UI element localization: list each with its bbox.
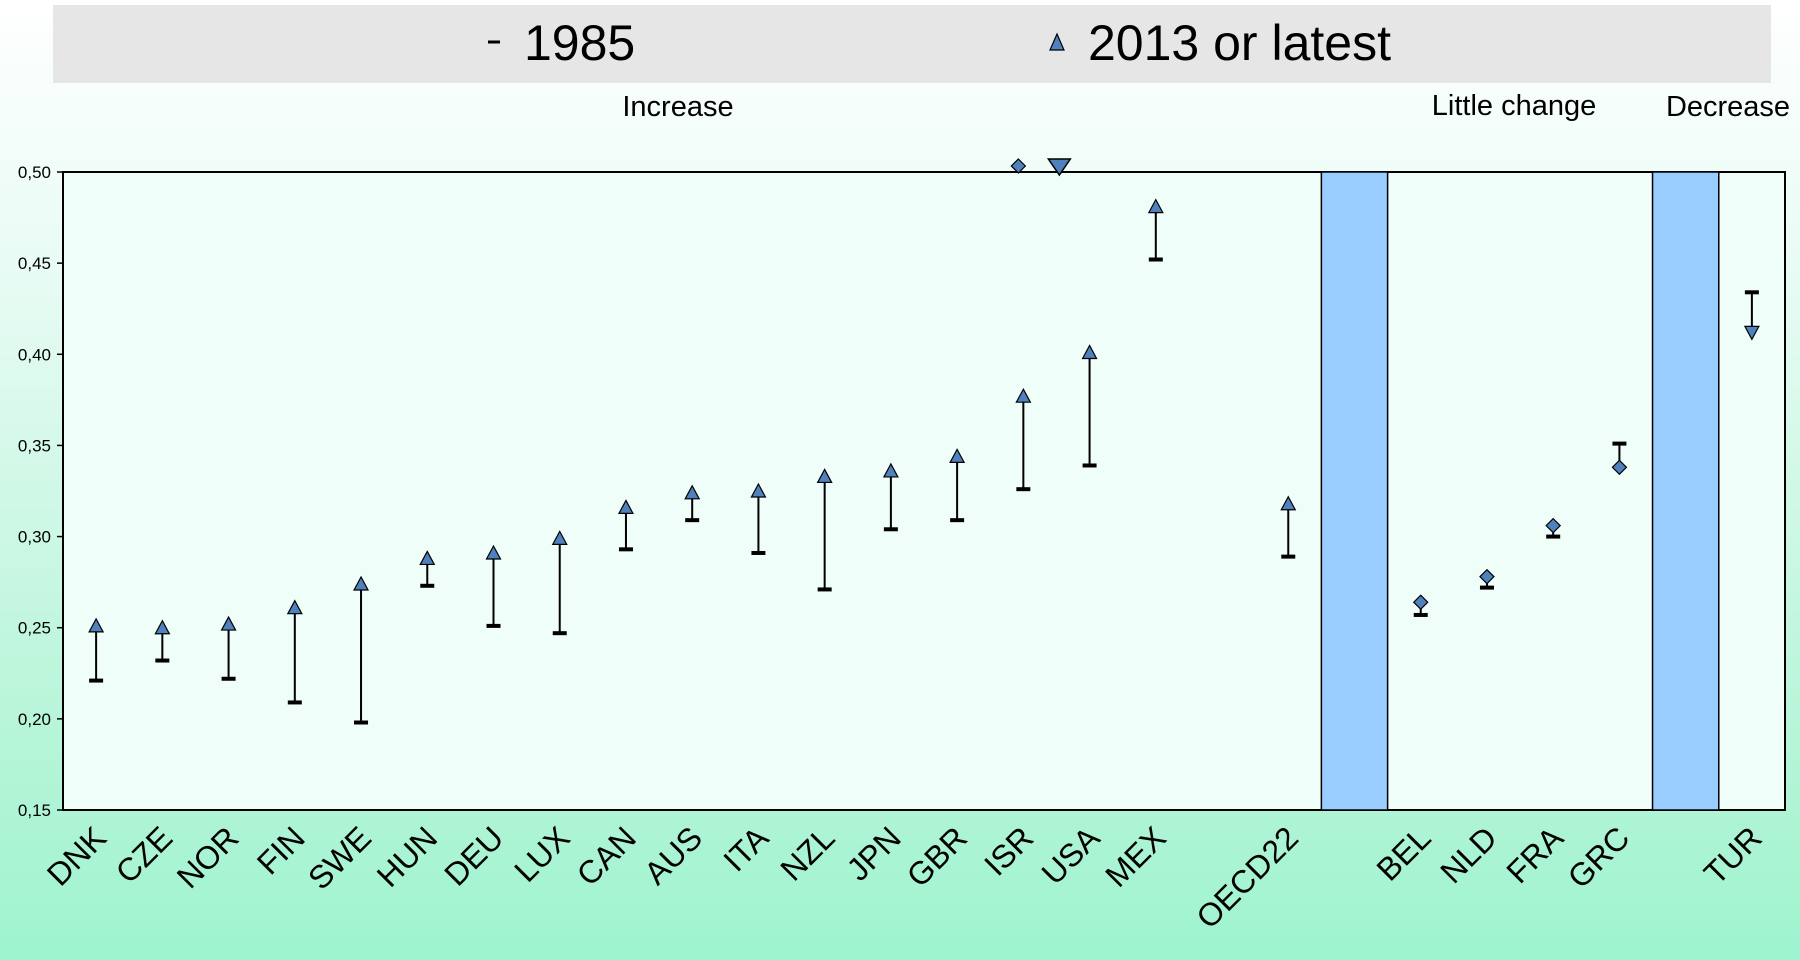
marker-2013 [617, 499, 634, 515]
x-tick-label: DNK [40, 819, 113, 892]
x-tick-label: HUN [370, 819, 444, 893]
marker-2013 [1545, 517, 1562, 534]
plot-area [62, 171, 1786, 811]
marker-2013 [551, 530, 568, 545]
marker-2013 [419, 550, 436, 566]
legend-label-2013: 2013 or latest [1088, 15, 1391, 71]
group-separator-bar [1651, 171, 1720, 811]
marker-2013 [485, 544, 502, 560]
x-tick-label: GRC [1561, 819, 1637, 895]
y-tick-label: 0,35 [18, 436, 51, 455]
x-tick-label: JPN [840, 819, 908, 887]
x-tick-label: GBR [900, 819, 974, 893]
x-tick-label: TUR [1697, 819, 1769, 891]
marker-2013 [1611, 459, 1628, 476]
marker-2013 [1147, 198, 1164, 214]
marker-2013 [88, 617, 105, 633]
x-tick-label: LUX [507, 819, 576, 888]
y-tick-label: 0,50 [18, 163, 51, 182]
offscale-triangle-down-marker [1046, 158, 1072, 177]
group-label-little-change: Little change [1432, 90, 1596, 122]
marker-2013 [816, 468, 833, 484]
x-tick-label: BEL [1369, 819, 1437, 887]
y-tick-label: 0,40 [18, 345, 51, 364]
marker-2013 [949, 448, 966, 463]
x-tick-label: ISR [977, 819, 1040, 882]
x-tick-label: AUS [637, 819, 709, 891]
y-tick-label: 0,20 [18, 710, 51, 729]
group-separator-bar [1320, 171, 1389, 811]
legend-triangle-marker [1049, 32, 1065, 51]
x-tick-label: NOR [170, 819, 246, 895]
marker-2013 [1081, 344, 1098, 360]
marker-2013 [1015, 387, 1032, 403]
legend-label-1985: 1985 [524, 15, 635, 71]
x-tick-label: OECD22 [1189, 819, 1305, 935]
offscale-diamond-marker [1010, 158, 1027, 174]
marker-2013 [353, 575, 370, 591]
marker-2013 [1743, 325, 1760, 341]
marker-2013 [684, 484, 701, 500]
x-tick-label: ITA [716, 819, 775, 878]
y-tick-label: 0,45 [18, 254, 51, 273]
y-tick-label: 0,25 [18, 619, 51, 638]
chart-marks [88, 171, 1760, 811]
x-tick-label: USA [1035, 819, 1107, 891]
marker-2013 [1479, 568, 1495, 585]
marker-2013 [750, 482, 767, 498]
group-label-decrease: Decrease [1666, 91, 1790, 123]
y-tick-label: 0,15 [18, 801, 51, 820]
offscale-markers [1010, 158, 1072, 177]
group-label-increase: Increase [622, 91, 733, 123]
y-tick-label: 0,30 [18, 528, 51, 547]
legend-box [53, 5, 1771, 83]
x-tick-label: MEX [1098, 819, 1172, 893]
x-tick-label: CAN [570, 819, 643, 892]
y-axis: 0,50 0,45 0,40 0,35 0,30 0,25 0,20 0,15 [18, 163, 63, 820]
x-tick-label: CZE [109, 819, 180, 890]
x-tick-label: SWE [301, 819, 378, 896]
marker-2013 [882, 462, 899, 478]
marker-2013 [154, 619, 171, 635]
x-tick-label: DEU [437, 819, 510, 892]
x-tick-label: FRA [1499, 819, 1570, 890]
x-tick-label: NLD [1433, 819, 1504, 890]
marker-2013 [286, 599, 303, 615]
marker-2013 [1412, 594, 1429, 611]
marker-2013 [1280, 495, 1297, 511]
x-tick-label: NZL [773, 819, 841, 887]
marker-2013 [220, 615, 237, 631]
